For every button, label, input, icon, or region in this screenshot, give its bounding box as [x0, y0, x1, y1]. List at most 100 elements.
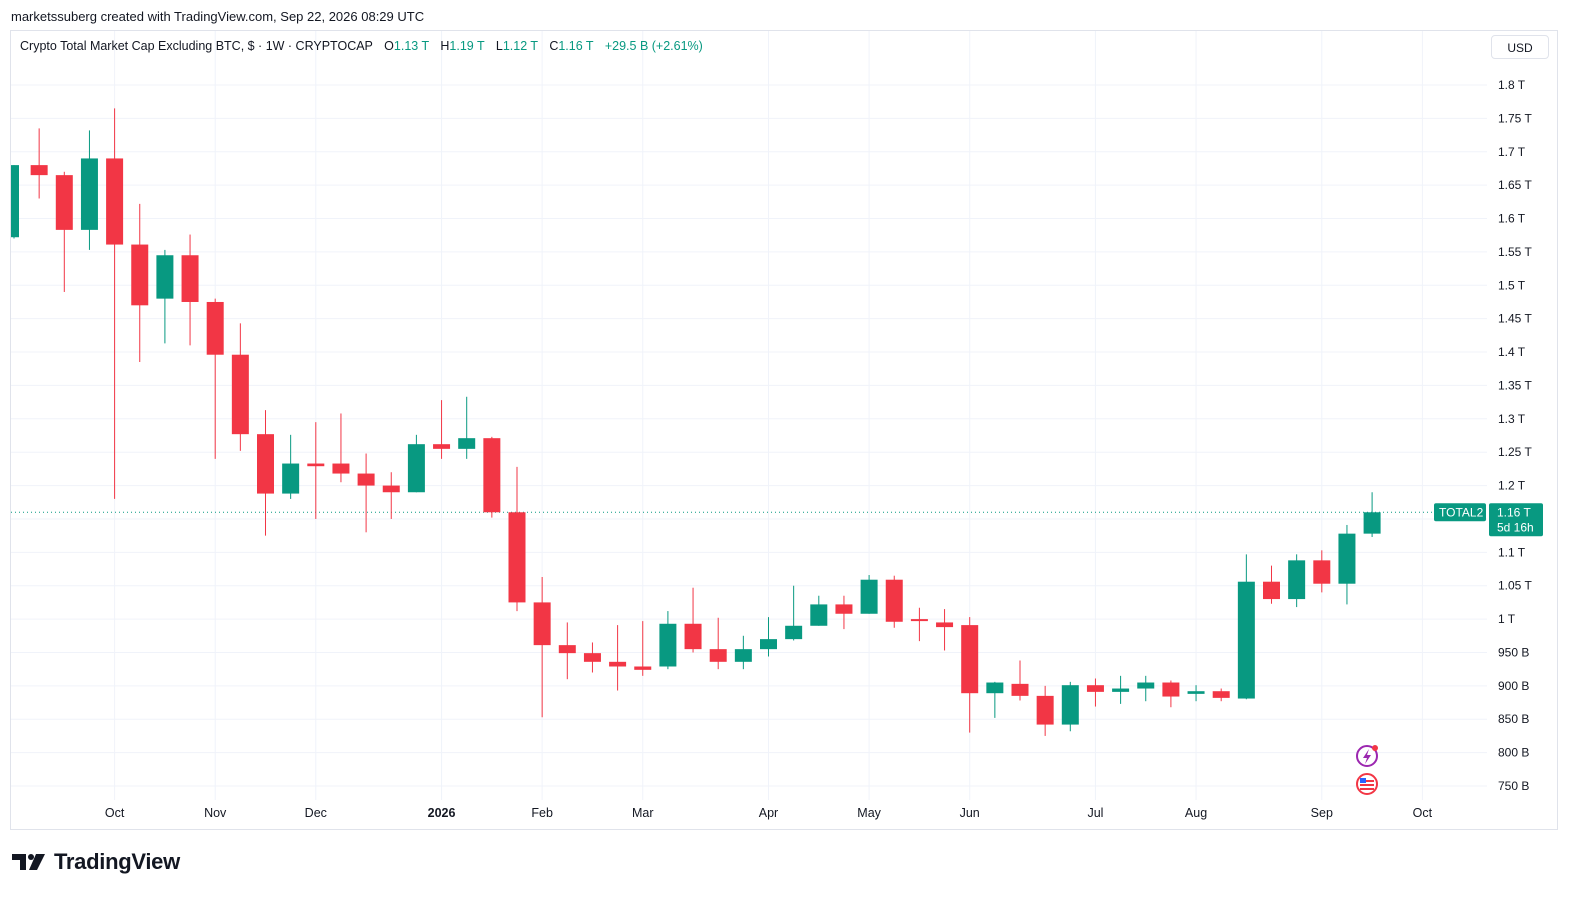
price-axis: 750 B 800 B 850 B 900 B 950 B 1 T 1.05 T 1.1 T 1… — [1498, 78, 1532, 793]
tag-ticker-bg — [1434, 503, 1486, 522]
high-value: 1.19 T — [449, 39, 485, 53]
candle-down[interactable] — [533, 577, 551, 718]
candle-up[interactable] — [458, 396, 476, 459]
candle-down[interactable] — [307, 422, 325, 519]
candle-down[interactable] — [257, 410, 274, 536]
candle-body — [558, 645, 576, 654]
candle-down[interactable] — [1162, 680, 1180, 708]
tag-countdown: 5d 16h — [1497, 520, 1534, 534]
y-tick-label: 1.75 T — [1498, 111, 1532, 125]
tag-price-bg — [1489, 503, 1543, 537]
candle-body — [1338, 533, 1356, 584]
candle-down[interactable] — [106, 108, 124, 499]
candle-up[interactable] — [282, 434, 300, 499]
candle-up[interactable] — [1363, 492, 1381, 537]
candle-down[interactable] — [1011, 660, 1029, 701]
us-flag-event-icon[interactable] — [1356, 773, 1378, 795]
candle-body — [257, 434, 274, 494]
candle-up[interactable] — [734, 635, 752, 670]
candle-down[interactable] — [508, 466, 526, 612]
candle-down[interactable] — [357, 453, 375, 533]
candle-body — [282, 463, 300, 494]
candle-down[interactable] — [382, 472, 400, 519]
candle-body — [785, 625, 803, 640]
candle-down[interactable] — [709, 617, 727, 670]
candle-down[interactable] — [206, 298, 224, 459]
candle-up[interactable] — [810, 595, 828, 626]
candle-body — [910, 619, 928, 622]
time-axis: Oct Nov Dec 2026 Feb Mar Apr May Jun Jul Aug Sep Oct — [105, 806, 1433, 820]
candle-down[interactable] — [1313, 550, 1331, 593]
x-tick-label: Oct — [1413, 806, 1433, 820]
candle-up[interactable] — [760, 617, 777, 657]
open-label: O — [384, 39, 394, 53]
candle-down[interactable] — [558, 622, 576, 680]
y-tick-label: 1.65 T — [1498, 178, 1532, 192]
candle-up[interactable] — [659, 611, 677, 670]
y-tick-label: 1.55 T — [1498, 245, 1532, 259]
candle-down[interactable] — [1263, 565, 1280, 604]
candle-down[interactable] — [181, 234, 199, 346]
candle-down[interactable] — [936, 609, 954, 651]
candle-down[interactable] — [1036, 685, 1054, 736]
candle-body — [1363, 512, 1381, 534]
candle-down[interactable] — [1086, 678, 1104, 707]
candle-up[interactable] — [986, 681, 1004, 718]
high-label: H — [440, 39, 450, 53]
candle-up[interactable] — [860, 575, 878, 614]
y-tick-label: 750 B — [1498, 779, 1529, 793]
candle-down[interactable] — [609, 625, 627, 691]
low-value: 1.12 T — [502, 39, 538, 53]
x-tick-label: Aug — [1185, 806, 1207, 820]
candle-down[interactable] — [961, 617, 979, 733]
candle-up[interactable] — [1187, 685, 1205, 702]
y-tick-label: 900 B — [1498, 679, 1529, 693]
candle-down[interactable] — [910, 607, 928, 642]
candle-body — [307, 463, 325, 467]
candle-down[interactable] — [1212, 688, 1230, 702]
y-tick-label: 1.05 T — [1498, 579, 1532, 593]
candle-down[interactable] — [885, 575, 903, 628]
candle-body — [11, 165, 19, 238]
candle-down[interactable] — [55, 171, 73, 292]
candle-down[interactable] — [684, 587, 702, 653]
y-tick-label: 1.3 T — [1498, 412, 1526, 426]
candle-up[interactable] — [156, 249, 174, 344]
candle-down[interactable] — [433, 400, 451, 459]
candle-body — [131, 244, 149, 306]
candle-up[interactable] — [1112, 675, 1130, 704]
candle-up[interactable] — [1137, 675, 1155, 702]
candle-down[interactable] — [231, 323, 249, 451]
flash-news-icon[interactable] — [1356, 745, 1378, 767]
candle-body — [1036, 695, 1054, 725]
candle-down[interactable] — [30, 128, 48, 199]
candle-body — [583, 653, 601, 662]
candle-up[interactable] — [1061, 681, 1079, 732]
tradingview-brand[interactable]: TradingView — [12, 849, 180, 875]
candle-down[interactable] — [131, 203, 149, 363]
candle-down[interactable] — [583, 642, 601, 673]
candle-up[interactable] — [1237, 554, 1255, 700]
candle-body — [1313, 560, 1331, 584]
candle-up[interactable] — [785, 585, 803, 641]
y-tick-label: 1.45 T — [1498, 312, 1532, 326]
candle-up[interactable] — [11, 165, 19, 239]
candle-body — [634, 666, 652, 670]
candle-up[interactable] — [407, 434, 425, 493]
candle-body — [810, 604, 828, 626]
candle-down[interactable] — [835, 595, 853, 630]
candle-up[interactable] — [80, 130, 98, 250]
candle-down[interactable] — [634, 621, 652, 676]
candle-body — [357, 473, 375, 486]
currency-button[interactable]: USD — [1491, 35, 1549, 59]
candle-body — [1212, 691, 1230, 698]
candle-down[interactable] — [483, 436, 501, 518]
y-tick-label: 1.8 T — [1498, 78, 1526, 92]
candle-body — [961, 625, 979, 694]
candle-up[interactable] — [1338, 524, 1356, 605]
candle-body — [433, 444, 451, 449]
candle-up[interactable] — [1288, 554, 1306, 608]
candle-body — [835, 604, 853, 614]
candle-down[interactable] — [332, 413, 350, 483]
